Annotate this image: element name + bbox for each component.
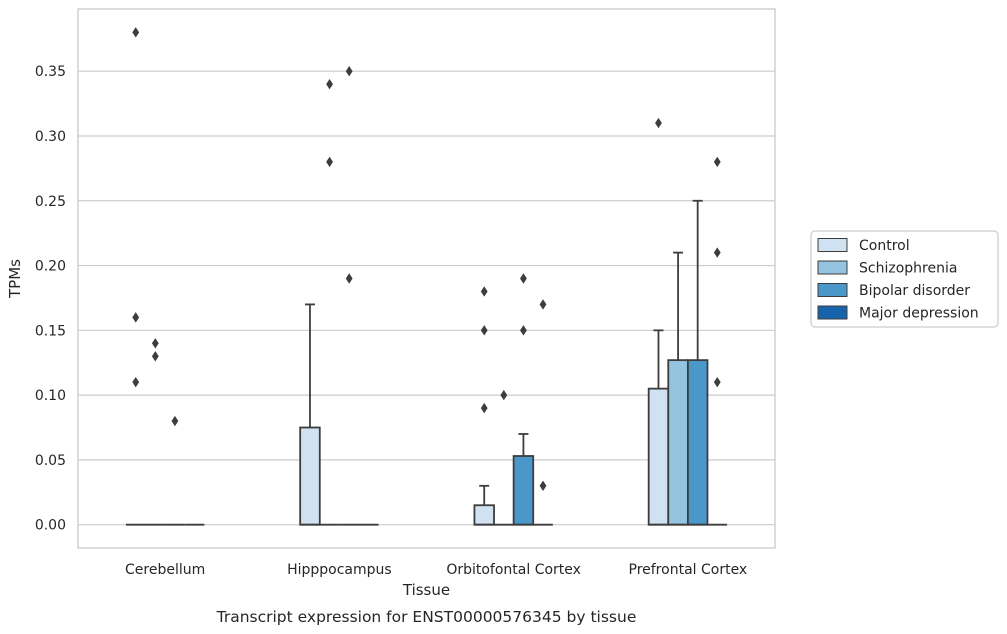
box-bipolar-disorder xyxy=(339,65,359,526)
box-bipolar-disorder xyxy=(686,199,709,526)
boxes xyxy=(125,27,728,526)
outlier-point xyxy=(539,480,547,492)
plot-frame xyxy=(77,8,776,549)
y-tick-label: 0.35 xyxy=(35,64,66,80)
outlier-point xyxy=(480,286,488,297)
outlier-point xyxy=(326,156,333,168)
outlier-point xyxy=(713,376,721,388)
legend-swatch xyxy=(817,260,848,275)
figure-caption: Transcript expression for ENST0000057634… xyxy=(216,608,637,626)
outlier-point xyxy=(345,273,353,284)
x-tick-label: Hipppocampus xyxy=(287,562,392,578)
x-tick-label: Cerebellum xyxy=(125,562,205,578)
y-tick-labels: 0.00 0.05 0.10 0.15 0.20 0.25 0.30 0.35 xyxy=(35,64,66,533)
outlier-point xyxy=(132,312,140,323)
outlier-point xyxy=(713,156,721,168)
x-tick-label: Orbitofontal Cortex xyxy=(446,562,581,578)
legend-label: Major depression xyxy=(859,306,979,322)
outlier-point xyxy=(539,299,547,310)
outlier-point xyxy=(151,338,159,349)
y-axis-label: TPMs xyxy=(6,259,24,299)
box-schizophrenia xyxy=(319,78,340,526)
y-tick-label: 0.25 xyxy=(35,194,66,210)
box-control xyxy=(125,27,146,526)
outlier-point xyxy=(480,402,488,414)
outlier-point xyxy=(326,78,333,90)
outlier-point xyxy=(132,27,140,38)
y-tick-label: 0.00 xyxy=(35,518,66,534)
y-tick-label: 0.20 xyxy=(35,259,66,275)
legend-label: Bipolar disorder xyxy=(859,283,970,299)
box-body xyxy=(667,359,689,526)
outlier-point xyxy=(520,273,527,284)
legend: Control Schizophrenia Bipolar disorder Majo… xyxy=(810,230,999,328)
box-body xyxy=(686,359,709,526)
box-body xyxy=(299,426,321,526)
box-schizophrenia xyxy=(145,338,166,526)
y-tick-label: 0.05 xyxy=(35,453,66,469)
x-tick-label: Prefrontal Cortex xyxy=(629,562,748,578)
box-body xyxy=(647,387,670,526)
box-control xyxy=(299,303,321,526)
box-control xyxy=(473,286,495,526)
outlier-point xyxy=(480,325,488,336)
outlier-point xyxy=(132,376,140,388)
box-major-depression xyxy=(533,299,553,526)
outlier-point xyxy=(345,65,353,77)
y-tick-label: 0.10 xyxy=(35,388,66,404)
legend-swatch xyxy=(817,283,848,297)
box-schizophrenia xyxy=(494,389,514,526)
box-bipolar-disorder xyxy=(165,415,185,526)
box-major-depression xyxy=(707,156,728,526)
y-tick-label: 0.30 xyxy=(35,129,66,145)
outlier-point xyxy=(151,351,159,362)
outlier-point xyxy=(171,415,179,427)
legend-swatch xyxy=(817,305,848,320)
x-axis-label: Tissue xyxy=(402,581,450,599)
legend-frame xyxy=(810,230,999,328)
legend-swatch xyxy=(817,238,848,252)
outlier-point xyxy=(500,389,508,401)
legend-label: Control xyxy=(859,238,910,254)
outlier-point xyxy=(713,247,721,258)
x-tick-labels: Cerebellum Hipppocampus Orbitofontal Corte… xyxy=(125,562,747,578)
y-tick-label: 0.15 xyxy=(35,323,66,339)
box-body xyxy=(512,455,535,526)
outlier-point xyxy=(655,117,662,129)
outlier-point xyxy=(520,325,527,336)
box-body xyxy=(473,504,495,526)
legend-label: Schizophrenia xyxy=(859,261,957,277)
box-bipolar-disorder xyxy=(512,273,535,526)
